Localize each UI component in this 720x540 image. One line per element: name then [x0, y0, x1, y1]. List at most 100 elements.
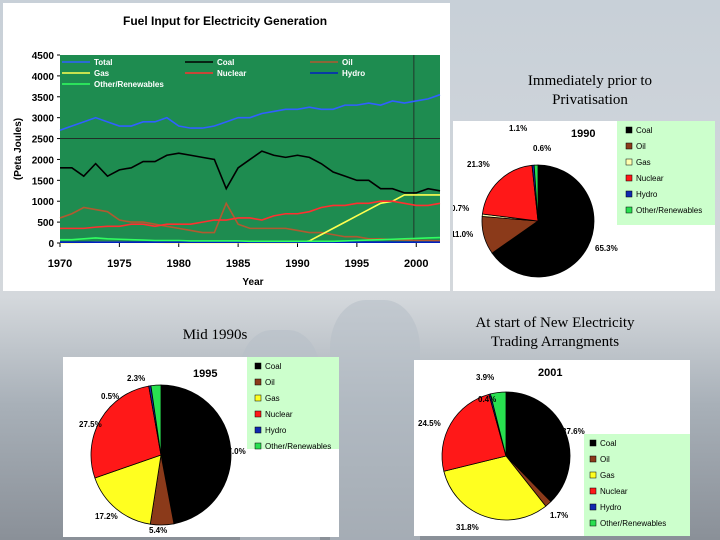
legend-label: Coal	[636, 126, 653, 135]
pie-data-label: 5.4%	[149, 526, 167, 535]
caption-prior-line2: Privatisation	[552, 92, 628, 108]
x-tick-label: 1990	[285, 258, 309, 270]
caption-neta-line1: At start of New Electricity	[475, 315, 635, 331]
pie-title: 1995	[193, 368, 217, 380]
legend-label: Total	[94, 58, 113, 67]
x-tick-label: 1985	[226, 258, 250, 270]
legend-swatch	[589, 519, 597, 527]
legend-label: Other/Renewables	[636, 206, 702, 215]
legend-label: Other/Renewables	[600, 519, 666, 528]
pie-slice-nuclear	[90, 385, 162, 479]
pie-slice-nuclear	[441, 393, 507, 472]
pie-title: 1990	[571, 128, 595, 140]
legend-swatch	[625, 174, 633, 182]
legend-label: Nuclear	[600, 487, 628, 496]
caption-mid: Mid 1990s	[182, 327, 248, 343]
pie-data-label: 47.0%	[223, 447, 246, 456]
legend-label: Hydro	[600, 503, 622, 512]
pie-slice-coal	[491, 164, 595, 278]
caption-prior-line1: Immediately prior to	[527, 73, 653, 89]
pie-slice-other-renewables	[489, 391, 507, 457]
legend-label: Hydro	[342, 69, 365, 78]
pie-1995-chart: 1995 47.0% 5.4% 17.2% 27.5% 0.5% 2.3% Coal Oil Ga…	[79, 357, 339, 535]
legend-label: Coal	[265, 362, 282, 371]
legend-swatch	[254, 394, 262, 402]
caption-prior: Immediately prior to Privatisation	[470, 72, 710, 110]
pie-slice-other-renewables	[150, 384, 162, 456]
series-line-total	[59, 93, 441, 131]
pie-title: 2001	[538, 367, 562, 379]
pie-1990-panel: 1990 65.3% 11.0% 0.7% 21.3% 0.6% 1.1% Coal Oil Ga…	[453, 121, 715, 291]
legend-label: Oil	[636, 142, 646, 151]
legend-label: Gas	[265, 394, 280, 403]
y-tick-label: 4000	[32, 72, 55, 83]
pie-data-label: 11.0%	[453, 230, 473, 239]
legend-label: Coal	[600, 439, 617, 448]
legend-swatch	[625, 206, 633, 214]
y-tick-label: 4500	[32, 51, 55, 62]
x-tick-label: 1970	[48, 258, 72, 270]
legend-swatch	[625, 126, 633, 134]
legend-label: Nuclear	[636, 174, 664, 183]
caption-neta-line2: Trading Arrangments	[490, 334, 620, 350]
pie-slice-coal	[505, 391, 571, 503]
y-axis-label: (Peta Joules)	[13, 118, 24, 180]
legend-swatch	[254, 410, 262, 418]
pie-2001-chart: 2001 37.6% 1.7% 31.8% 24.5% 0.4% 3.9% Coal Oil Ga…	[418, 367, 690, 536]
line-chart: Fuel Input for Electricity Generation 0 50…	[13, 14, 441, 288]
pie-2001-panel: 2001 37.6% 1.7% 31.8% 24.5% 0.4% 3.9% Coal Oil Ga…	[414, 360, 690, 536]
series-line-coal	[60, 150, 441, 194]
y-tick-label: 3500	[32, 93, 55, 104]
legend-swatch	[589, 487, 597, 495]
legend-label: Nuclear	[265, 410, 293, 419]
legend-label: Hydro	[636, 190, 658, 199]
x-tick-label: 2000	[404, 258, 428, 270]
background-tower	[330, 300, 420, 540]
pie-data-label: 21.3%	[467, 160, 490, 169]
legend-label: Nuclear	[217, 69, 246, 78]
legend-label: Oil	[265, 378, 275, 387]
y-tick-label: 2000	[32, 155, 55, 166]
legend-box	[617, 121, 715, 225]
pie-data-label: 1.1%	[509, 124, 527, 133]
y-tick-label: 1500	[32, 176, 55, 187]
pie-data-label: 37.6%	[562, 427, 585, 436]
legend-swatch	[625, 158, 633, 166]
legend-swatch	[625, 142, 633, 150]
y-tick-label: 2500	[32, 135, 55, 146]
legend-label: Coal	[217, 58, 234, 67]
legend-label: Other/Renewables	[94, 80, 164, 89]
legend-label: Oil	[600, 455, 610, 464]
series-line-nuclear	[60, 200, 441, 230]
pie-data-label: 2.3%	[127, 374, 145, 383]
x-axis-label: Year	[242, 277, 263, 288]
legend-swatch	[254, 426, 262, 434]
pie-slice-gas	[443, 455, 547, 521]
pie-data-label: 17.2%	[95, 512, 118, 521]
pie-slice-nuclear	[481, 164, 539, 222]
legend-swatch	[589, 439, 597, 447]
legend-label: Oil	[342, 58, 353, 67]
pie-data-label: 24.5%	[418, 419, 441, 428]
pie-data-label: 0.4%	[478, 395, 496, 404]
y-tick-label: 0	[48, 239, 54, 250]
caption-neta: At start of New Electricity Trading Arra…	[425, 314, 685, 352]
line-chart-panel: Fuel Input for Electricity Generation 0 50…	[3, 3, 450, 291]
legend-box	[247, 357, 339, 449]
legend-label: Other/Renewables	[265, 442, 331, 451]
pie-data-label: 27.5%	[79, 420, 102, 429]
y-tick-label: 500	[37, 218, 54, 229]
legend-swatch	[589, 455, 597, 463]
pie-1995-panel: 1995 47.0% 5.4% 17.2% 27.5% 0.5% 2.3% Coal Oil Ga…	[63, 357, 339, 537]
legend-label: Hydro	[265, 426, 287, 435]
legend-swatch	[589, 471, 597, 479]
pie-data-label: 65.3%	[595, 244, 618, 253]
pie-data-label: 0.5%	[101, 392, 119, 401]
y-tick-label: 3000	[32, 114, 55, 125]
plot-area	[60, 55, 440, 243]
pie-data-label: 1.7%	[550, 511, 568, 520]
x-tick-label: 1975	[107, 258, 131, 270]
x-tick-label: 1995	[345, 258, 369, 270]
legend-label: Gas	[600, 471, 615, 480]
y-tick-label: 1000	[32, 197, 55, 208]
